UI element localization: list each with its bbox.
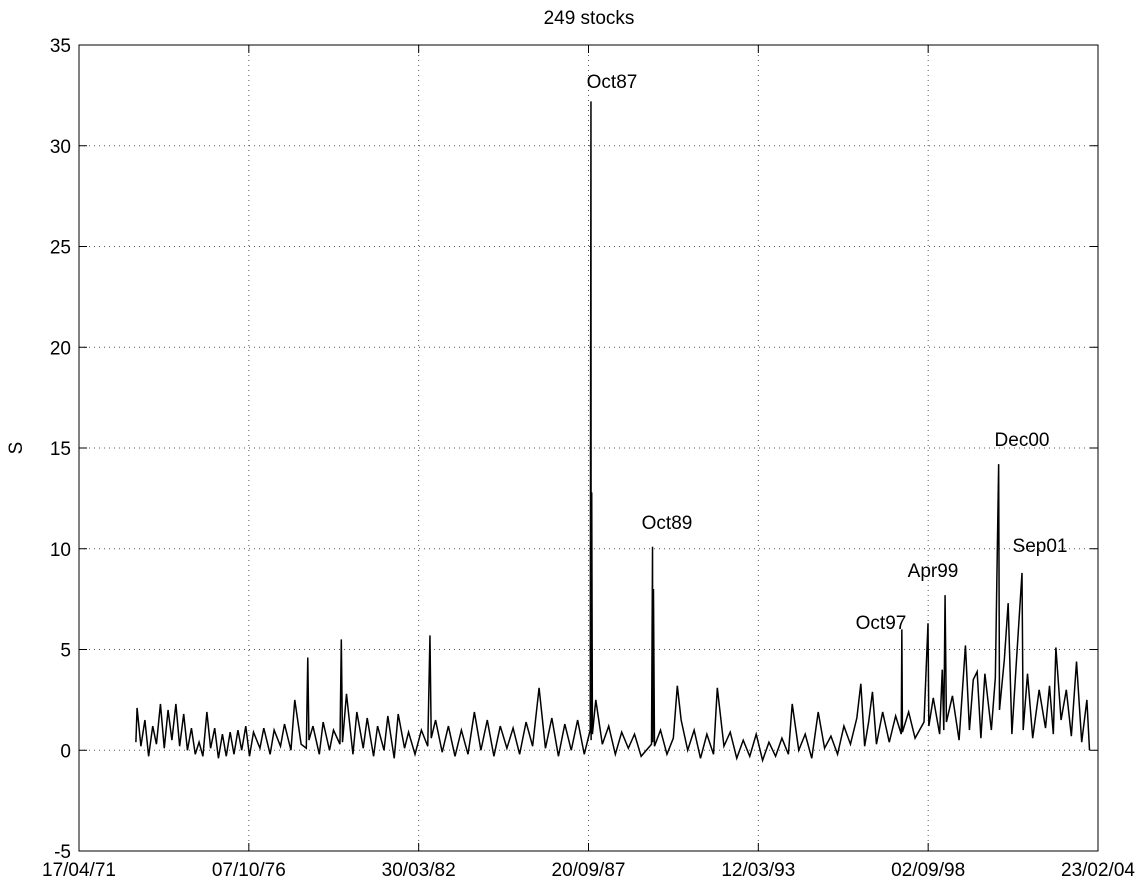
y-tick-label: 5 [60, 641, 71, 662]
x-tick-label: 07/10/76 [212, 860, 286, 881]
x-tick-label: 23/02/04 [1061, 860, 1135, 881]
annotation: Dec00 [995, 430, 1050, 451]
y-axis-label: S [6, 442, 27, 455]
x-tick-label: 12/03/93 [721, 860, 795, 881]
annotation: Sep01 [1013, 536, 1068, 557]
y-tick-label: 0 [60, 741, 71, 762]
chart-title: 249 stocks [544, 8, 635, 29]
y-tick-label: 15 [50, 439, 71, 460]
y-tick-label: 25 [50, 238, 71, 259]
x-tick-label: 17/04/71 [42, 860, 116, 881]
y-tick-label: 20 [50, 338, 71, 359]
annotation: Apr99 [908, 561, 959, 582]
y-tick-label: 35 [50, 36, 71, 57]
x-tick-label: 20/09/87 [552, 860, 626, 881]
y-tick-label: 30 [50, 137, 71, 158]
y-tick-label: -5 [54, 842, 71, 863]
data-line [135, 101, 1091, 763]
plot-frame [78, 44, 1099, 852]
annotation: Oct89 [642, 513, 693, 534]
x-tick-label: 02/09/98 [891, 860, 965, 881]
annotation: Oct87 [587, 72, 638, 93]
x-tick-label: 30/03/82 [382, 860, 456, 881]
y-tick-label: 10 [50, 540, 71, 561]
annotation: Oct97 [856, 613, 907, 634]
